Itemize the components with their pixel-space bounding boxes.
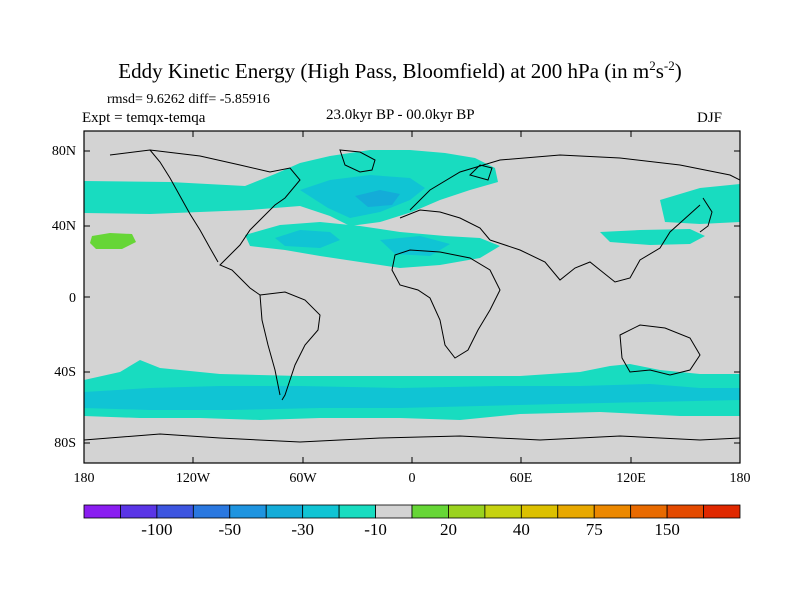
colorbar-swatch	[375, 504, 413, 519]
colorbar-swatch	[593, 504, 632, 519]
lon-label-120w: 120W	[176, 471, 211, 486]
colorbar-label: 75	[586, 520, 603, 539]
colorbar-swatch	[229, 504, 267, 519]
colorbar-swatch	[302, 504, 340, 519]
colorbar	[83, 504, 741, 519]
stats-text: rmsd= 9.6262 diff= -5.85916	[107, 92, 270, 107]
colorbar-label: -10	[364, 520, 387, 539]
colorbar-label: 20	[440, 520, 457, 539]
colorbar-swatch	[448, 504, 486, 519]
pacific-positive-patch	[90, 233, 136, 249]
axis-ticks	[83, 131, 741, 463]
colorbar-swatch	[520, 504, 559, 519]
colorbar-swatch	[338, 504, 376, 519]
colorbar-swatch	[192, 504, 231, 519]
lat-label-40s: 40S	[54, 365, 76, 380]
lat-label-80n: 80N	[52, 144, 76, 159]
colorbar-label: 40	[513, 520, 530, 539]
colorbar-swatch	[557, 504, 595, 519]
southern-core	[84, 384, 740, 410]
plot-title: Eddy Kinetic Energy (High Pass, Bloomfie…	[118, 58, 682, 83]
lon-label-60w: 60W	[289, 471, 317, 486]
contour-fills	[84, 149, 740, 443]
lon-label-180w: 180	[74, 471, 95, 486]
coastlines	[84, 149, 740, 443]
colorbar-swatch	[666, 504, 704, 519]
lat-label-0: 0	[69, 291, 76, 306]
colorbar-swatch	[83, 504, 121, 519]
lon-label-120e: 120E	[616, 471, 646, 486]
lon-label-60e: 60E	[510, 471, 533, 486]
na-inner	[355, 190, 400, 207]
pacific-storm-track	[660, 184, 740, 224]
atlantic-core	[275, 230, 340, 248]
colorbar-swatch	[411, 504, 449, 519]
colorbar-label: -100	[141, 520, 172, 539]
lon-label-0: 0	[409, 471, 416, 486]
lon-label-180e: 180	[730, 471, 751, 486]
season-label: DJF	[697, 110, 723, 126]
colorbar-swatch	[703, 504, 741, 519]
colorbar-swatch	[484, 504, 522, 519]
colorbar-label: -50	[218, 520, 241, 539]
colorbar-label: -30	[291, 520, 314, 539]
lat-label-80s: 80S	[54, 436, 76, 451]
na-storm-track	[84, 150, 498, 226]
colorbar-swatch	[630, 504, 668, 519]
colorbar-swatch	[156, 504, 194, 519]
experiment-label: Expt = temqx-temqa	[82, 110, 206, 126]
colorbar-label: 150	[654, 520, 680, 539]
colorbar-labels: -100 -50 -30 -10 20 40 75 150	[141, 520, 680, 539]
lat-label-40n: 40N	[52, 219, 76, 234]
period-label: 23.0kyr BP - 00.0kyr BP	[326, 107, 475, 123]
pacific-jet-patch	[600, 229, 705, 245]
colorbar-swatch	[120, 504, 158, 519]
colorbar-swatch	[265, 504, 304, 519]
